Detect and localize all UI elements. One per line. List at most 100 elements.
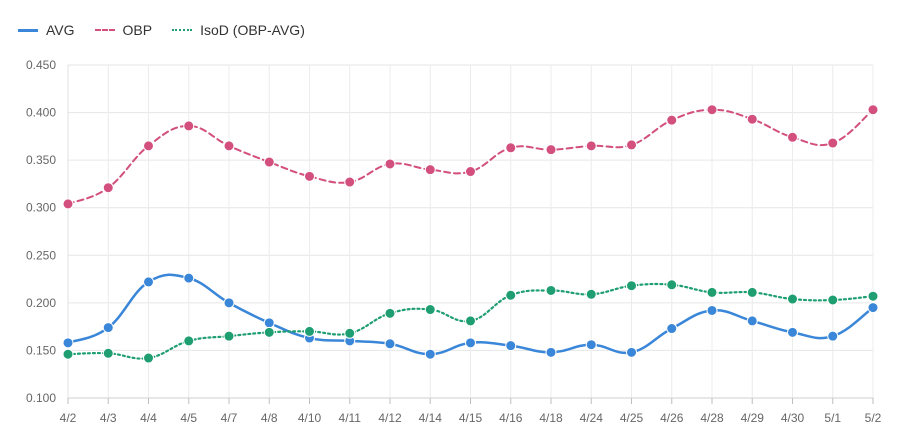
- x-tick-label: 4/26: [660, 411, 684, 425]
- data-point-1[interactable]: [183, 120, 195, 132]
- data-point-2[interactable]: [626, 280, 637, 292]
- data-point-2[interactable]: [384, 307, 396, 319]
- y-tick-label: 0.350: [26, 153, 56, 167]
- data-point-0[interactable]: [706, 304, 718, 316]
- data-point-0[interactable]: [827, 330, 839, 342]
- data-point-0[interactable]: [626, 346, 637, 358]
- data-point-0[interactable]: [746, 315, 758, 327]
- data-point-0[interactable]: [62, 337, 74, 349]
- x-tick-label: 4/5: [180, 411, 197, 425]
- data-point-1[interactable]: [505, 142, 517, 154]
- data-point-1[interactable]: [666, 114, 678, 126]
- data-point-1[interactable]: [223, 140, 235, 152]
- legend-item-isod[interactable]: IsoD (OBP-AVG): [172, 22, 305, 38]
- x-tick-label: 5/2: [865, 411, 882, 425]
- data-point-2[interactable]: [706, 286, 718, 298]
- x-tick-label: 5/1: [824, 411, 841, 425]
- data-point-1[interactable]: [102, 182, 114, 194]
- y-tick-label: 0.150: [26, 343, 56, 357]
- data-point-2[interactable]: [505, 289, 517, 301]
- x-tick-label: 4/16: [499, 411, 523, 425]
- data-point-2[interactable]: [465, 315, 476, 327]
- y-tick-label: 0.300: [26, 201, 56, 215]
- legend-label-isod: IsoD (OBP-AVG): [200, 22, 305, 38]
- data-point-0[interactable]: [867, 302, 879, 314]
- data-point-2[interactable]: [304, 325, 315, 337]
- x-tick-label: 4/25: [620, 411, 644, 425]
- data-point-2[interactable]: [62, 348, 74, 360]
- data-point-2[interactable]: [424, 304, 436, 316]
- y-tick-label: 0.200: [26, 296, 56, 310]
- legend-swatch-obp: [94, 29, 115, 31]
- y-tick-label: 0.400: [26, 106, 56, 120]
- x-tick-label: 4/12: [378, 411, 402, 425]
- data-point-1[interactable]: [263, 156, 275, 168]
- data-point-0[interactable]: [102, 322, 114, 334]
- legend-label-obp: OBP: [122, 22, 153, 38]
- data-point-1[interactable]: [626, 139, 637, 151]
- x-tick-label: 4/28: [700, 411, 724, 425]
- data-point-1[interactable]: [585, 140, 597, 152]
- data-point-1[interactable]: [787, 131, 798, 143]
- data-point-0[interactable]: [787, 326, 798, 338]
- legend-item-avg[interactable]: AVG: [18, 22, 75, 38]
- data-point-2[interactable]: [666, 279, 678, 291]
- legend: AVG OBP IsoD (OBP-AVG): [18, 20, 305, 40]
- x-tick-label: 4/7: [221, 411, 238, 425]
- x-tick-label: 4/4: [140, 411, 157, 425]
- x-tick-label: 4/10: [298, 411, 322, 425]
- data-point-0[interactable]: [263, 317, 275, 329]
- data-point-2[interactable]: [867, 290, 879, 302]
- data-point-1[interactable]: [384, 158, 396, 170]
- axes: 0.100 0.150 0.200 0.250 0.300 0.350 0.400 0.450…: [26, 58, 882, 425]
- data-point-0[interactable]: [424, 348, 436, 360]
- x-tick-label: 4/2: [60, 411, 77, 425]
- data-point-0[interactable]: [585, 339, 597, 351]
- data-point-2[interactable]: [545, 284, 557, 296]
- data-point-1[interactable]: [827, 137, 839, 149]
- data-point-0[interactable]: [384, 338, 396, 350]
- data-point-1[interactable]: [304, 170, 315, 182]
- x-tick-label: 4/11: [339, 411, 362, 425]
- data-point-1[interactable]: [424, 164, 436, 176]
- x-tick-label: 4/24: [580, 411, 604, 425]
- data-point-0[interactable]: [465, 337, 476, 349]
- data-point-2[interactable]: [183, 335, 195, 347]
- x-tick-label: 4/18: [539, 411, 563, 425]
- x-tick-label: 4/15: [459, 411, 483, 425]
- data-point-1[interactable]: [867, 104, 879, 116]
- data-point-1[interactable]: [143, 140, 154, 152]
- data-point-2[interactable]: [827, 294, 839, 306]
- data-point-0[interactable]: [505, 340, 517, 352]
- data-point-1[interactable]: [344, 176, 356, 188]
- series-points: [62, 104, 879, 364]
- data-point-2[interactable]: [263, 326, 275, 338]
- data-point-1[interactable]: [746, 113, 758, 125]
- data-point-2[interactable]: [143, 352, 154, 364]
- data-point-0[interactable]: [545, 346, 557, 358]
- data-point-2[interactable]: [102, 347, 114, 359]
- data-point-1[interactable]: [62, 198, 74, 210]
- data-point-1[interactable]: [545, 144, 557, 156]
- data-point-0[interactable]: [666, 323, 678, 335]
- x-tick-label: 4/30: [781, 411, 805, 425]
- data-point-1[interactable]: [706, 104, 718, 116]
- y-tick-label: 0.100: [26, 391, 56, 405]
- x-tick-label: 4/3: [100, 411, 117, 425]
- data-point-2[interactable]: [585, 288, 597, 300]
- data-point-2[interactable]: [787, 293, 798, 305]
- data-point-0[interactable]: [183, 272, 195, 284]
- data-point-1[interactable]: [465, 166, 476, 178]
- data-point-2[interactable]: [746, 286, 758, 298]
- legend-item-obp[interactable]: OBP: [94, 22, 153, 38]
- data-point-0[interactable]: [143, 276, 154, 288]
- x-tick-label: 4/29: [741, 411, 765, 425]
- data-point-2[interactable]: [223, 330, 235, 342]
- data-point-2[interactable]: [344, 327, 356, 339]
- data-point-0[interactable]: [223, 297, 235, 309]
- legend-swatch-avg: [18, 28, 38, 32]
- y-tick-label: 0.250: [26, 248, 56, 262]
- y-tick-label: 0.450: [26, 58, 56, 72]
